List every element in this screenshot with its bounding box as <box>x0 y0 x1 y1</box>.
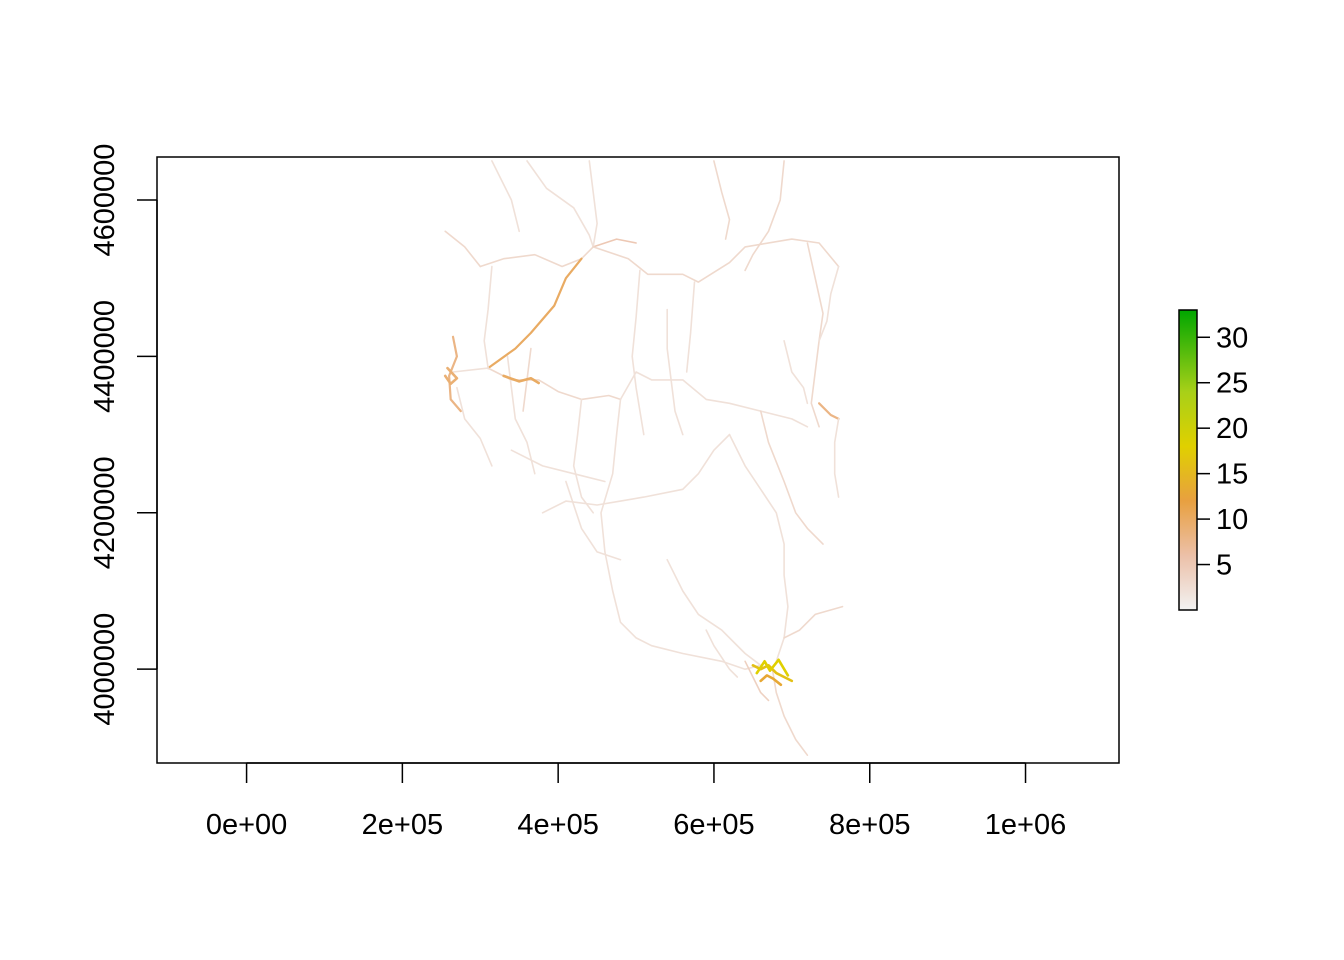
x-tick-label: 4e+05 <box>517 809 598 841</box>
x-tick-label: 8e+05 <box>829 809 910 841</box>
road-segment <box>783 605 844 639</box>
road-segment <box>783 339 809 405</box>
road-segment <box>506 355 536 475</box>
road-segment <box>713 160 731 240</box>
road-segment <box>479 246 595 268</box>
x-axis: 0e+00 2e+05 4e+05 6e+05 8e+05 1e+06 <box>206 762 1066 841</box>
road-segment <box>592 238 637 248</box>
hotspot-segment <box>443 366 459 386</box>
legend-tick-label: 30 <box>1216 322 1248 354</box>
y-tick-label: 4600000 <box>89 144 121 257</box>
color-legend: 5 10 15 20 25 30 <box>1178 309 1248 611</box>
road-segment <box>487 257 583 370</box>
road-segment <box>444 230 482 268</box>
road-segment <box>487 367 622 401</box>
road-segment <box>510 449 606 483</box>
road-segment <box>817 402 840 420</box>
road-segment <box>666 308 684 436</box>
legend-tick-label: 20 <box>1216 413 1248 445</box>
road-segment <box>833 418 840 498</box>
road-segment <box>600 398 762 671</box>
road-segment <box>588 160 598 248</box>
legend-ticks: 5 10 15 20 25 30 <box>1197 322 1248 582</box>
road-segment <box>666 558 762 667</box>
hotspot-segment <box>502 374 541 385</box>
road-segment <box>565 480 622 561</box>
legend-tick-label: 10 <box>1216 504 1248 536</box>
road-segment <box>631 269 645 436</box>
y-tick-label: 4200000 <box>89 456 121 569</box>
road-segment <box>685 281 696 373</box>
road-segment <box>771 668 809 757</box>
y-tick-label: 4000000 <box>89 613 121 726</box>
road-segment <box>526 160 595 248</box>
road-segment <box>728 433 789 663</box>
road-segment <box>452 367 489 373</box>
road-segment <box>744 660 770 702</box>
hotspot-segment <box>759 674 783 687</box>
legend-color-bar <box>1178 309 1198 611</box>
x-tick-label: 0e+00 <box>206 809 287 841</box>
road-segment <box>456 386 493 467</box>
x-tick-label: 6e+05 <box>673 809 754 841</box>
road-segment <box>541 433 731 514</box>
road-segment <box>483 265 493 369</box>
y-tick-label: 4400000 <box>89 300 121 413</box>
road-segment <box>592 238 840 283</box>
x-tick-label: 2e+05 <box>362 809 443 841</box>
x-tick-label: 1e+06 <box>985 809 1066 841</box>
road-segment <box>818 265 840 342</box>
legend-tick-label: 5 <box>1216 550 1232 582</box>
road-segment <box>619 371 809 428</box>
road-segment <box>448 335 462 413</box>
road-segment <box>744 160 785 272</box>
road-segment <box>705 629 739 678</box>
y-axis: 4000000 4200000 4400000 4600000 <box>89 144 158 726</box>
legend-tick-label: 15 <box>1216 459 1248 491</box>
road-network <box>443 160 844 757</box>
legend-tick-label: 25 <box>1216 368 1248 400</box>
road-segment <box>759 410 824 545</box>
plot-frame <box>156 156 1120 764</box>
road-segment <box>491 160 521 233</box>
hotspot-segment <box>755 658 790 677</box>
road-segment <box>572 398 595 514</box>
